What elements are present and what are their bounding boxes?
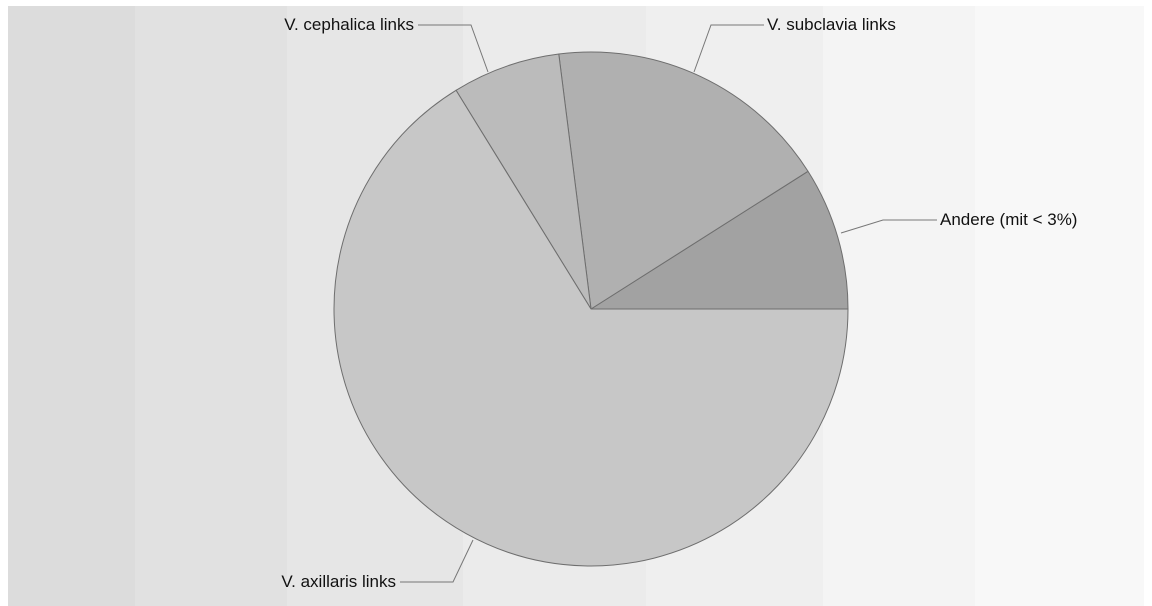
slice-labels: Andere (mit < 3%) V. subclavia links V. …	[281, 15, 1077, 591]
pie-slice-v-axillaris	[333, 89, 849, 567]
pie-slice-v-subclavia	[558, 51, 809, 310]
leader-line-v-axillaris	[400, 539, 474, 583]
background-band	[975, 6, 1144, 606]
leader-line-v-subclavia	[693, 24, 764, 73]
slice-label-v-subclavia: V. subclavia links	[767, 15, 896, 34]
slice-label-v-cephalica: V. cephalica links	[284, 15, 414, 34]
background-band	[135, 6, 287, 606]
slice-label-v-axillaris: V. axillaris links	[281, 572, 396, 591]
label-leader-lines	[400, 24, 937, 583]
pie-slices	[333, 51, 849, 567]
slice-label-andere: Andere (mit < 3%)	[940, 210, 1077, 229]
pie-slice-v-cephalica	[455, 53, 592, 310]
pie-slice-andere	[590, 170, 849, 310]
background-band	[8, 6, 135, 606]
leader-line-andere	[840, 219, 937, 234]
leader-line-v-cephalica	[418, 24, 489, 73]
